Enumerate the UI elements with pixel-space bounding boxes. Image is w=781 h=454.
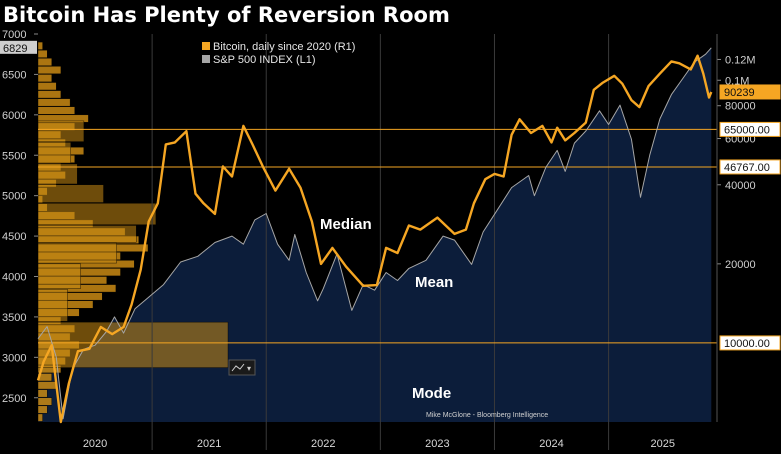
left-tick-label: 6500 xyxy=(2,69,26,81)
spx-hist-bar xyxy=(37,49,48,58)
spx-last-value-box xyxy=(0,40,37,54)
ref-value-label: 10000.00 xyxy=(724,338,770,350)
spx-hist-bar xyxy=(37,413,43,422)
right-tick-label: 20000 xyxy=(725,259,756,271)
btc-hist-bar xyxy=(37,263,81,289)
left-tick-label: 4500 xyxy=(2,231,26,243)
spx-hist-bar xyxy=(37,381,57,390)
annotations: Median Mean Mode xyxy=(320,216,453,402)
btc-hist-bar xyxy=(37,321,229,368)
spx-hist-bar xyxy=(37,58,53,66)
x-tick-label: 2020 xyxy=(83,438,107,450)
btc-hist-bar xyxy=(37,242,117,264)
line-chart-icon xyxy=(231,363,245,372)
spx-hist-bar xyxy=(37,90,62,99)
reference-lines xyxy=(38,128,717,344)
right-tick-label: 0.1M xyxy=(725,75,749,87)
x-tick-label: 2021 xyxy=(197,438,221,450)
spx-hist-bar xyxy=(37,41,43,50)
spx-hist-bar xyxy=(37,82,57,91)
bitcoin-last-value-box xyxy=(719,84,781,100)
spx-hist-bar xyxy=(37,405,48,414)
chevron-down-icon: ▾ xyxy=(247,364,251,373)
histograms xyxy=(37,41,229,422)
left-tick-label: 2500 xyxy=(2,393,26,405)
legend-swatch-bitcoin xyxy=(202,42,210,50)
spx-hist-bar xyxy=(37,106,75,115)
bitcoin-line xyxy=(36,54,713,424)
source-note: Mike McGlone - Bloomberg Intelligence xyxy=(426,412,548,419)
mode-annotation: Mode xyxy=(412,385,451,402)
legend-label-bitcoin: Bitcoin, daily since 2020 (R1) xyxy=(213,41,355,53)
btc-hist-bar xyxy=(37,163,78,185)
legend-swatch-spx xyxy=(202,55,210,63)
spx-hist-bar xyxy=(37,397,53,406)
x-tick-label: 2022 xyxy=(311,438,335,450)
btc-hist-bar xyxy=(37,289,68,322)
left-tick-label: 7000 xyxy=(2,29,26,41)
right-tick-label: 0.12M xyxy=(725,54,756,66)
chart-title: Bitcoin Has Plenty of Reversion Room xyxy=(3,3,450,27)
ref-value-label-box xyxy=(719,121,781,137)
spx-line xyxy=(37,47,712,420)
left-tick-label: 3000 xyxy=(2,352,26,364)
left-tick-label: 5000 xyxy=(2,191,26,203)
btc-hist-bar xyxy=(37,120,85,142)
ref-value-label-box xyxy=(719,159,781,175)
spx-hist-bar xyxy=(37,98,71,107)
ref-value-label-box xyxy=(719,335,781,351)
x-tick-label: 2025 xyxy=(651,438,675,450)
btc-hist-bar xyxy=(37,184,104,203)
series-lines xyxy=(36,47,713,424)
right-tick-label: 40000 xyxy=(725,180,756,192)
btc-hist-bar xyxy=(37,203,157,225)
spx-last-value: 6829 xyxy=(3,43,27,55)
x-gridlines xyxy=(151,34,610,450)
left-tick-label: 5500 xyxy=(2,150,26,162)
axes: 2020 2021 2022 2023 2024 2025 2500 3000 3500 4000… xyxy=(0,29,781,450)
mean-annotation: Mean xyxy=(415,274,453,291)
left-tick-label: 3500 xyxy=(2,312,26,324)
x-tick-label: 2024 xyxy=(539,438,563,450)
right-tick-label: 80000 xyxy=(725,101,756,113)
spx-hist-bar xyxy=(37,389,48,398)
bitcoin-last-value: 90239 xyxy=(724,87,755,99)
legend: Bitcoin, daily since 2020 (R1) S&P 500 I… xyxy=(202,41,355,66)
left-tick-label: 4000 xyxy=(2,272,26,284)
left-tick-label: 6000 xyxy=(2,110,26,122)
spx-hist-bar xyxy=(37,66,62,75)
ref-value-label: 65000.00 xyxy=(724,124,770,136)
chart-type-button[interactable]: ▾ xyxy=(228,359,256,376)
spx-hist-bar xyxy=(37,74,53,83)
ref-value-label: 46767.00 xyxy=(724,162,770,174)
median-annotation: Median xyxy=(320,216,372,233)
btc-hist-bar xyxy=(37,142,71,164)
btc-hist-bar xyxy=(37,225,137,243)
x-tick-label: 2023 xyxy=(425,438,449,450)
legend-label-spx: S&P 500 INDEX (L1) xyxy=(213,54,316,66)
